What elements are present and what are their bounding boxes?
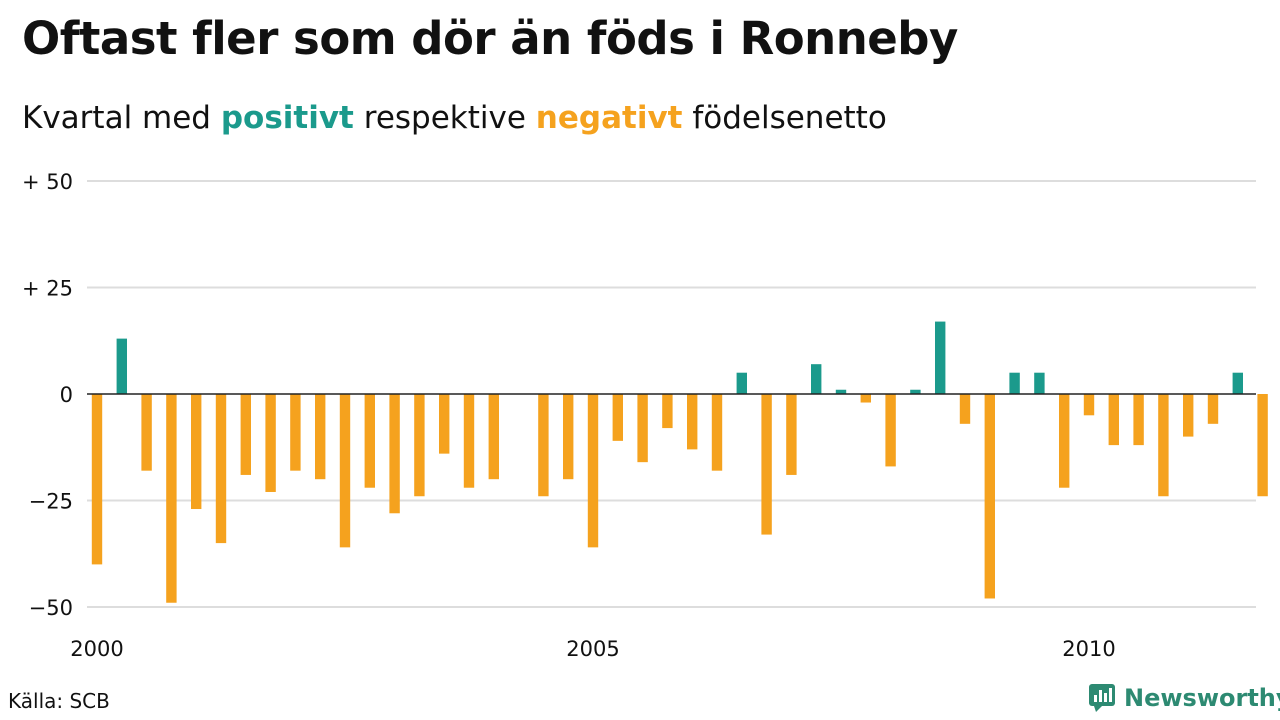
y-tick-label: + 25 [22, 277, 73, 301]
bar [935, 321, 946, 394]
bar [885, 394, 896, 467]
subtitle-positive: positivt [220, 100, 354, 136]
bar [1133, 394, 1144, 446]
x-tick-label: 2010 [1062, 637, 1115, 661]
source-label: Källa: SCB [8, 689, 110, 713]
bar [191, 394, 202, 510]
y-tick-label: −25 [29, 490, 73, 514]
y-tick-label: + 50 [22, 170, 73, 194]
bar [637, 394, 648, 463]
y-tick-label: 0 [60, 383, 73, 407]
subtitle-negative: negativt [535, 100, 683, 136]
bar [860, 394, 871, 403]
subtitle-suffix: födelsenetto [692, 100, 887, 136]
bar [687, 394, 698, 450]
x-tick-label: 2005 [566, 637, 619, 661]
bar [1183, 394, 1194, 437]
bar [1108, 394, 1119, 446]
bar [1083, 394, 1095, 416]
bar [910, 389, 921, 394]
bar [984, 394, 995, 599]
bar [711, 394, 723, 471]
bar [761, 394, 772, 535]
bar [265, 394, 276, 492]
bar [1034, 372, 1045, 394]
newsworthy-logo: Newsworthy [1088, 683, 1280, 713]
bar [1009, 372, 1020, 394]
newsworthy-logo-icon [1089, 684, 1115, 712]
bar [141, 394, 152, 471]
bar [736, 372, 747, 394]
subtitle-middle: respektive [363, 100, 526, 136]
bar [414, 394, 425, 497]
bar [959, 394, 971, 424]
bar [1059, 394, 1070, 488]
bar [116, 338, 127, 394]
bar [91, 394, 103, 565]
bar [587, 394, 599, 548]
bar [786, 394, 797, 475]
bar [166, 394, 177, 603]
bar [215, 394, 227, 544]
bar [811, 364, 822, 394]
bar [488, 394, 499, 480]
bar [463, 394, 475, 488]
bar [290, 394, 301, 471]
bar [439, 394, 450, 454]
bar [1207, 394, 1219, 424]
bar [563, 394, 574, 480]
bar [315, 394, 326, 480]
subtitle-prefix: Kvartal med [22, 100, 211, 136]
bar [662, 394, 673, 429]
bar [1158, 394, 1169, 497]
y-tick-label: −50 [29, 596, 73, 620]
bar [1257, 394, 1268, 497]
newsworthy-logo-text: Newsworthy [1124, 684, 1280, 712]
bar [389, 394, 400, 514]
bar [538, 394, 549, 497]
chart-subtitle: Kvartal med positivt respektive negativt… [22, 100, 887, 136]
chart-title: Oftast fler som dör än föds i Ronneby [22, 12, 958, 65]
bar [1232, 372, 1243, 394]
bar [835, 389, 847, 394]
x-tick-label: 2000 [70, 637, 123, 661]
bar [612, 394, 623, 441]
bar [339, 394, 351, 548]
bar [364, 394, 375, 488]
bar [240, 394, 251, 475]
